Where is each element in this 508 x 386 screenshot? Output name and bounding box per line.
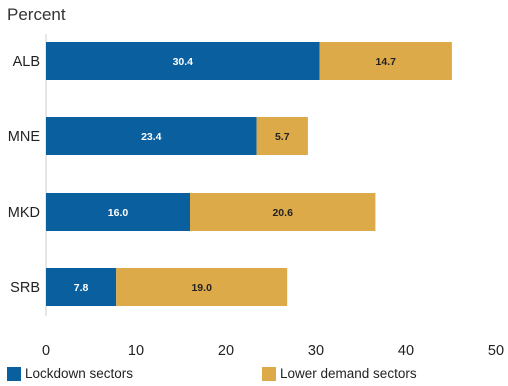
bar-srb-series-1: [116, 268, 288, 306]
data-label-alb-series-1: 14.7: [376, 56, 397, 68]
legend-swatch-lower-demand: [262, 366, 276, 381]
bar-srb-series-0: [46, 268, 117, 306]
unit-label: Percent: [7, 5, 66, 24]
data-label-mkd-series-0: 16.0: [108, 207, 129, 219]
data-label-mne-series-1: 5.7: [275, 131, 290, 143]
category-label-srb: SRB: [10, 280, 40, 296]
x-tick-label-40: 40: [398, 343, 414, 359]
legend-item-lower-demand: Lower demand sectors: [262, 366, 417, 381]
legend-label-lower-demand: Lower demand sectors: [280, 366, 417, 381]
data-label-mkd-series-1: 20.6: [272, 207, 293, 219]
legend: Lockdown sectors Lower demand sectors: [0, 366, 508, 386]
data-label-mne-series-0: 23.4: [141, 131, 162, 143]
legend-label-lockdown: Lockdown sectors: [25, 366, 134, 381]
data-label-srb-series-0: 7.8: [74, 282, 89, 294]
x-tick-label-20: 20: [218, 343, 234, 359]
bar-alb-series-0: [46, 42, 320, 80]
legend-swatch-lockdown: [7, 366, 21, 381]
bar-mne-series-0: [46, 117, 257, 155]
x-tick-label-0: 0: [42, 343, 50, 359]
x-tick-label-30: 30: [308, 343, 324, 359]
category-label-alb: ALB: [13, 54, 40, 70]
bar-mne-series-1: [256, 117, 308, 155]
data-label-alb-series-0: 30.4: [173, 56, 194, 68]
data-label-srb-series-1: 19.0: [191, 282, 212, 294]
bar-alb-series-1: [319, 42, 452, 80]
bar-chart: ALB 30.4 14.7 MNE 23.4 5.7 MKD 16.0 20.6 SRB 7.8 19…: [8, 34, 504, 359]
x-tick-label-10: 10: [128, 343, 144, 359]
bar-mkd-series-1: [190, 193, 376, 231]
category-label-mne: MNE: [8, 129, 41, 145]
x-tick-label-50: 50: [488, 343, 504, 359]
bar-mkd-series-0: [46, 193, 190, 231]
legend-item-lockdown: Lockdown sectors: [7, 366, 133, 381]
category-label-mkd: MKD: [8, 205, 40, 221]
